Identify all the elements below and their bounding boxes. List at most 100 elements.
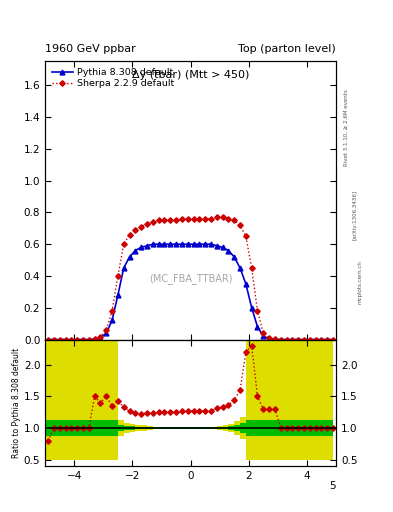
Sherpa 2.2.9 default (209, 216, 213, 222)
Pythia 8.308 default (232, 254, 237, 260)
Pythia 8.308 default (151, 241, 155, 247)
Sherpa 2.2.9 default (92, 336, 97, 342)
Pythia 8.308 default (284, 336, 289, 343)
Sherpa 2.2.9 default (203, 216, 208, 222)
Pythia 8.308 default (69, 336, 74, 343)
Sherpa 2.2.9 default (139, 224, 143, 230)
Pythia 8.308 default (46, 336, 50, 343)
Pythia 8.308 default (290, 336, 295, 343)
Sherpa 2.2.9 default (104, 327, 108, 333)
Pythia 8.308 default (51, 336, 56, 343)
Sherpa 2.2.9 default (273, 336, 277, 343)
Pythia 8.308 default (203, 241, 208, 247)
Sherpa 2.2.9 default (191, 216, 196, 222)
Sherpa 2.2.9 default (185, 216, 190, 222)
Pythia 8.308 default (296, 336, 301, 343)
Pythia 8.308 default (92, 336, 97, 343)
Pythia 8.308 default (273, 336, 277, 343)
Sherpa 2.2.9 default (255, 308, 260, 314)
Pythia 8.308 default (261, 333, 266, 339)
Sherpa 2.2.9 default (81, 336, 85, 343)
Pythia 8.308 default (325, 336, 330, 343)
Pythia 8.308 default (180, 241, 184, 247)
Pythia 8.308 default (168, 241, 173, 247)
Line: Pythia 8.308 default: Pythia 8.308 default (46, 242, 336, 342)
Pythia 8.308 default (63, 336, 68, 343)
Sherpa 2.2.9 default (249, 265, 254, 271)
Pythia 8.308 default (220, 244, 225, 250)
Text: (MC_FBA_TTBAR): (MC_FBA_TTBAR) (149, 273, 232, 284)
Sherpa 2.2.9 default (51, 336, 56, 343)
Pythia 8.308 default (110, 317, 114, 324)
Pythia 8.308 default (162, 241, 167, 247)
Sherpa 2.2.9 default (215, 214, 219, 220)
Line: Sherpa 2.2.9 default: Sherpa 2.2.9 default (46, 215, 335, 342)
Sherpa 2.2.9 default (220, 214, 225, 220)
Sherpa 2.2.9 default (296, 336, 301, 343)
Sherpa 2.2.9 default (145, 221, 149, 227)
Legend: Pythia 8.308 default, Sherpa 2.2.9 default: Pythia 8.308 default, Sherpa 2.2.9 defau… (50, 66, 176, 90)
Text: Δy (t̅bar) (Mtt > 450): Δy (t̅bar) (Mtt > 450) (132, 70, 249, 80)
Sherpa 2.2.9 default (162, 217, 167, 223)
Sherpa 2.2.9 default (313, 336, 318, 343)
Sherpa 2.2.9 default (290, 336, 295, 343)
Pythia 8.308 default (121, 265, 126, 271)
Sherpa 2.2.9 default (116, 273, 120, 279)
Y-axis label: Ratio to Pythia 8.308 default: Ratio to Pythia 8.308 default (12, 348, 21, 458)
Pythia 8.308 default (313, 336, 318, 343)
Pythia 8.308 default (267, 336, 272, 342)
Pythia 8.308 default (191, 241, 196, 247)
Pythia 8.308 default (209, 241, 213, 247)
Pythia 8.308 default (255, 324, 260, 330)
Pythia 8.308 default (127, 254, 132, 260)
Sherpa 2.2.9 default (331, 336, 336, 343)
Pythia 8.308 default (244, 281, 248, 287)
Sherpa 2.2.9 default (244, 233, 248, 239)
Pythia 8.308 default (116, 292, 120, 298)
Pythia 8.308 default (215, 243, 219, 249)
Pythia 8.308 default (226, 247, 231, 253)
Pythia 8.308 default (86, 336, 91, 343)
Pythia 8.308 default (133, 247, 138, 253)
Pythia 8.308 default (57, 336, 62, 343)
Sherpa 2.2.9 default (267, 335, 272, 341)
Sherpa 2.2.9 default (127, 231, 132, 238)
Pythia 8.308 default (331, 336, 336, 343)
Sherpa 2.2.9 default (121, 241, 126, 247)
Pythia 8.308 default (302, 336, 307, 343)
Sherpa 2.2.9 default (226, 216, 231, 222)
Sherpa 2.2.9 default (46, 336, 50, 343)
Sherpa 2.2.9 default (69, 336, 74, 343)
Pythia 8.308 default (197, 241, 202, 247)
Sherpa 2.2.9 default (180, 216, 184, 222)
Pythia 8.308 default (104, 330, 108, 336)
Sherpa 2.2.9 default (307, 336, 312, 343)
Pythia 8.308 default (238, 265, 242, 271)
Sherpa 2.2.9 default (133, 227, 138, 233)
Sherpa 2.2.9 default (57, 336, 62, 343)
Sherpa 2.2.9 default (232, 217, 237, 223)
Pythia 8.308 default (249, 305, 254, 311)
Sherpa 2.2.9 default (261, 330, 266, 336)
Pythia 8.308 default (278, 336, 283, 343)
Text: mcplots.cern.ch: mcplots.cern.ch (358, 260, 363, 304)
Sherpa 2.2.9 default (168, 217, 173, 223)
Sherpa 2.2.9 default (151, 219, 155, 225)
Sherpa 2.2.9 default (284, 336, 289, 343)
Text: [arXiv:1306.3436]: [arXiv:1306.3436] (352, 190, 357, 240)
Pythia 8.308 default (81, 336, 85, 343)
Pythia 8.308 default (98, 335, 103, 341)
Sherpa 2.2.9 default (197, 216, 202, 222)
Pythia 8.308 default (156, 241, 161, 247)
Text: Rivet 3.1.10, ≥ 2.6M events: Rivet 3.1.10, ≥ 2.6M events (344, 90, 349, 166)
Text: 5: 5 (329, 481, 336, 491)
Pythia 8.308 default (185, 241, 190, 247)
Sherpa 2.2.9 default (319, 336, 324, 343)
Pythia 8.308 default (139, 244, 143, 250)
Sherpa 2.2.9 default (278, 336, 283, 343)
Pythia 8.308 default (75, 336, 79, 343)
Pythia 8.308 default (145, 243, 149, 249)
Sherpa 2.2.9 default (156, 217, 161, 223)
Text: Top (parton level): Top (parton level) (238, 44, 336, 54)
Sherpa 2.2.9 default (75, 336, 79, 343)
